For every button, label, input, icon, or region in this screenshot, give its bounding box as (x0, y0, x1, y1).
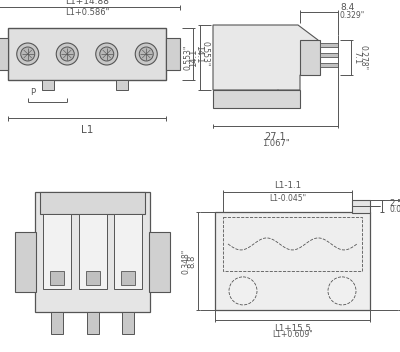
Text: 14.1: 14.1 (190, 48, 198, 67)
Bar (43, 214, 71, 289)
Text: L1-0.045": L1-0.045" (269, 194, 306, 203)
Text: L1+15.5: L1+15.5 (274, 324, 311, 333)
Bar (166, 38, 180, 70)
Bar (320, 63, 338, 67)
Text: P: P (30, 88, 35, 97)
Bar (0, 38, 8, 70)
Circle shape (21, 47, 35, 61)
Text: 1.067": 1.067" (262, 139, 289, 148)
Text: L1-1.1: L1-1.1 (274, 181, 301, 190)
Text: 0.329": 0.329" (340, 12, 365, 20)
Text: L1: L1 (81, 125, 93, 135)
Bar (223, 217, 362, 271)
Text: 14.1: 14.1 (194, 45, 204, 63)
Bar (121, 271, 135, 285)
Text: 7.1: 7.1 (352, 51, 362, 64)
Text: 0.553": 0.553" (200, 41, 210, 67)
Bar (86, 271, 100, 285)
Bar (51, 312, 63, 334)
Polygon shape (213, 25, 318, 90)
Circle shape (60, 47, 74, 61)
Text: 27.1: 27.1 (265, 132, 286, 142)
Bar (300, 40, 320, 75)
Text: L1+0.586": L1+0.586" (65, 8, 109, 17)
Bar (40, 192, 145, 214)
Bar (114, 214, 142, 289)
Bar (8, 28, 166, 80)
Text: 8.4: 8.4 (340, 4, 354, 13)
Text: 0.278": 0.278" (358, 45, 368, 70)
Text: L1+14.88: L1+14.88 (65, 0, 109, 6)
Text: L1+0.609": L1+0.609" (272, 330, 313, 339)
Text: 0.553": 0.553" (184, 45, 192, 70)
Bar (215, 212, 370, 310)
Bar (50, 271, 64, 285)
Bar (116, 80, 128, 90)
Bar (352, 200, 370, 213)
Text: 2.5: 2.5 (389, 199, 400, 207)
Bar (122, 312, 134, 334)
Circle shape (100, 47, 114, 61)
Bar (15, 232, 36, 292)
Bar (42, 80, 54, 90)
Circle shape (96, 43, 118, 65)
Text: 8.8: 8.8 (188, 254, 196, 268)
Circle shape (135, 43, 157, 65)
Circle shape (17, 43, 39, 65)
Text: 0.096": 0.096" (389, 205, 400, 214)
Circle shape (229, 277, 257, 305)
Bar (320, 43, 338, 47)
Text: 0.348": 0.348" (182, 249, 190, 274)
Bar (149, 232, 170, 292)
Bar (35, 192, 150, 312)
Circle shape (328, 277, 356, 305)
Circle shape (56, 43, 78, 65)
Bar (213, 90, 300, 108)
Bar (78, 214, 106, 289)
Bar (320, 53, 338, 57)
Bar (86, 312, 98, 334)
Circle shape (139, 47, 153, 61)
